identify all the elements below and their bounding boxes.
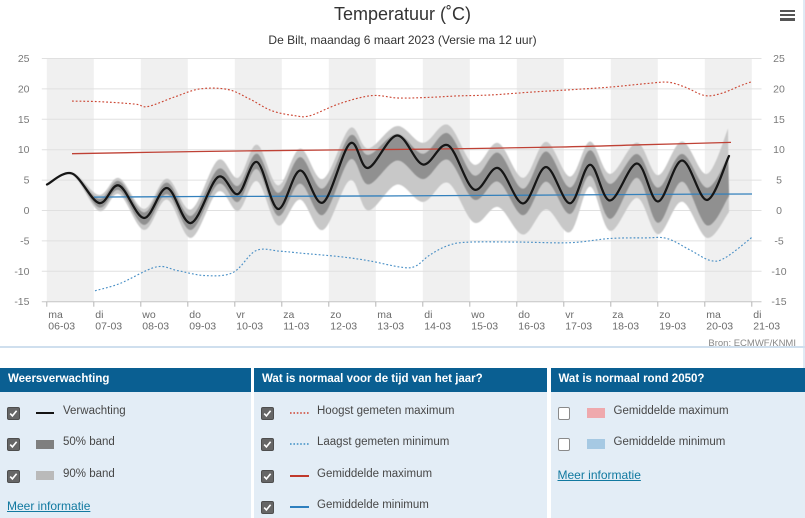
svg-text:za: za bbox=[283, 309, 294, 321]
svg-text:do: do bbox=[518, 309, 530, 321]
svg-text:06-03: 06-03 bbox=[48, 321, 75, 333]
svg-text:11-03: 11-03 bbox=[283, 321, 309, 333]
svg-text:25: 25 bbox=[18, 53, 30, 65]
svg-text:za: za bbox=[612, 309, 623, 321]
svg-text:di: di bbox=[753, 309, 761, 321]
svg-text:ma: ma bbox=[48, 309, 63, 321]
svg-text:-5: -5 bbox=[774, 235, 783, 247]
svg-text:0: 0 bbox=[776, 205, 782, 217]
svg-text:-10: -10 bbox=[14, 266, 29, 278]
svg-text:14-03: 14-03 bbox=[424, 321, 451, 333]
svg-text:19-03: 19-03 bbox=[659, 321, 686, 333]
svg-text:20: 20 bbox=[18, 83, 30, 95]
svg-text:17-03: 17-03 bbox=[565, 321, 592, 333]
svg-text:10: 10 bbox=[18, 144, 30, 156]
svg-text:wo: wo bbox=[141, 309, 156, 321]
svg-text:12-03: 12-03 bbox=[330, 321, 357, 333]
svg-text:5: 5 bbox=[776, 175, 782, 187]
svg-text:0: 0 bbox=[24, 205, 30, 217]
svg-text:-15: -15 bbox=[771, 296, 786, 308]
svg-text:vr: vr bbox=[565, 309, 574, 321]
svg-text:-10: -10 bbox=[771, 266, 786, 278]
svg-text:20: 20 bbox=[773, 83, 785, 95]
svg-text:07-03: 07-03 bbox=[95, 321, 122, 333]
svg-text:-5: -5 bbox=[20, 235, 29, 247]
svg-text:di: di bbox=[95, 309, 103, 321]
svg-text:25: 25 bbox=[773, 53, 785, 65]
svg-text:vr: vr bbox=[236, 309, 245, 321]
svg-text:ma: ma bbox=[706, 309, 721, 321]
svg-text:wo: wo bbox=[470, 309, 485, 321]
svg-text:10: 10 bbox=[773, 144, 785, 156]
svg-text:16-03: 16-03 bbox=[518, 321, 545, 333]
svg-text:15-03: 15-03 bbox=[471, 321, 498, 333]
svg-text:-15: -15 bbox=[14, 296, 29, 308]
svg-text:15: 15 bbox=[773, 114, 785, 126]
svg-text:08-03: 08-03 bbox=[142, 321, 169, 333]
svg-text:21-03: 21-03 bbox=[753, 321, 780, 333]
svg-text:13-03: 13-03 bbox=[377, 321, 404, 333]
svg-text:15: 15 bbox=[18, 114, 30, 126]
svg-text:zo: zo bbox=[659, 309, 670, 321]
svg-text:09-03: 09-03 bbox=[189, 321, 216, 333]
svg-text:5: 5 bbox=[24, 175, 30, 187]
svg-text:20-03: 20-03 bbox=[706, 321, 733, 333]
svg-text:18-03: 18-03 bbox=[612, 321, 639, 333]
svg-text:zo: zo bbox=[330, 309, 341, 321]
svg-text:ma: ma bbox=[377, 309, 392, 321]
svg-text:di: di bbox=[424, 309, 432, 321]
svg-text:10-03: 10-03 bbox=[236, 321, 263, 333]
svg-text:do: do bbox=[189, 309, 201, 321]
